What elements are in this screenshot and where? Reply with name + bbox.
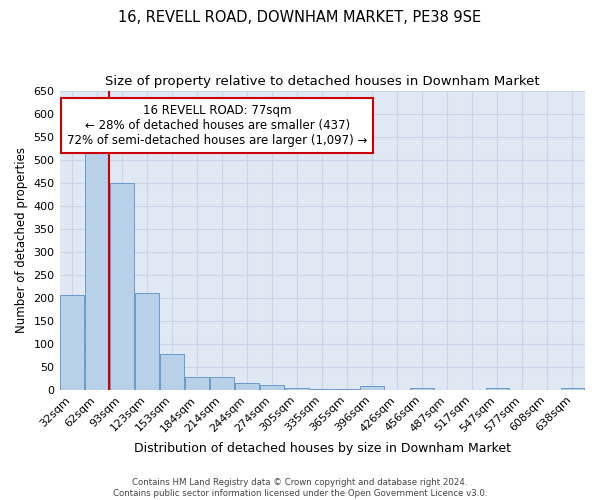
Bar xyxy=(235,384,259,390)
Bar xyxy=(485,388,509,390)
Title: Size of property relative to detached houses in Downham Market: Size of property relative to detached ho… xyxy=(105,75,539,88)
Y-axis label: Number of detached properties: Number of detached properties xyxy=(15,147,28,333)
Bar xyxy=(160,354,184,390)
Bar xyxy=(361,386,384,390)
Bar xyxy=(560,388,584,390)
Bar xyxy=(286,388,309,390)
Text: Contains HM Land Registry data © Crown copyright and database right 2024.
Contai: Contains HM Land Registry data © Crown c… xyxy=(113,478,487,498)
Bar xyxy=(210,378,234,390)
Bar xyxy=(410,388,434,390)
X-axis label: Distribution of detached houses by size in Downham Market: Distribution of detached houses by size … xyxy=(134,442,511,455)
Bar xyxy=(185,378,209,390)
Bar xyxy=(260,385,284,390)
Bar xyxy=(110,182,134,390)
Bar xyxy=(60,294,84,390)
Bar xyxy=(135,293,159,390)
Bar xyxy=(85,146,109,390)
Text: 16, REVELL ROAD, DOWNHAM MARKET, PE38 9SE: 16, REVELL ROAD, DOWNHAM MARKET, PE38 9S… xyxy=(118,10,482,25)
Text: 16 REVELL ROAD: 77sqm
← 28% of detached houses are smaller (437)
72% of semi-det: 16 REVELL ROAD: 77sqm ← 28% of detached … xyxy=(67,104,367,147)
